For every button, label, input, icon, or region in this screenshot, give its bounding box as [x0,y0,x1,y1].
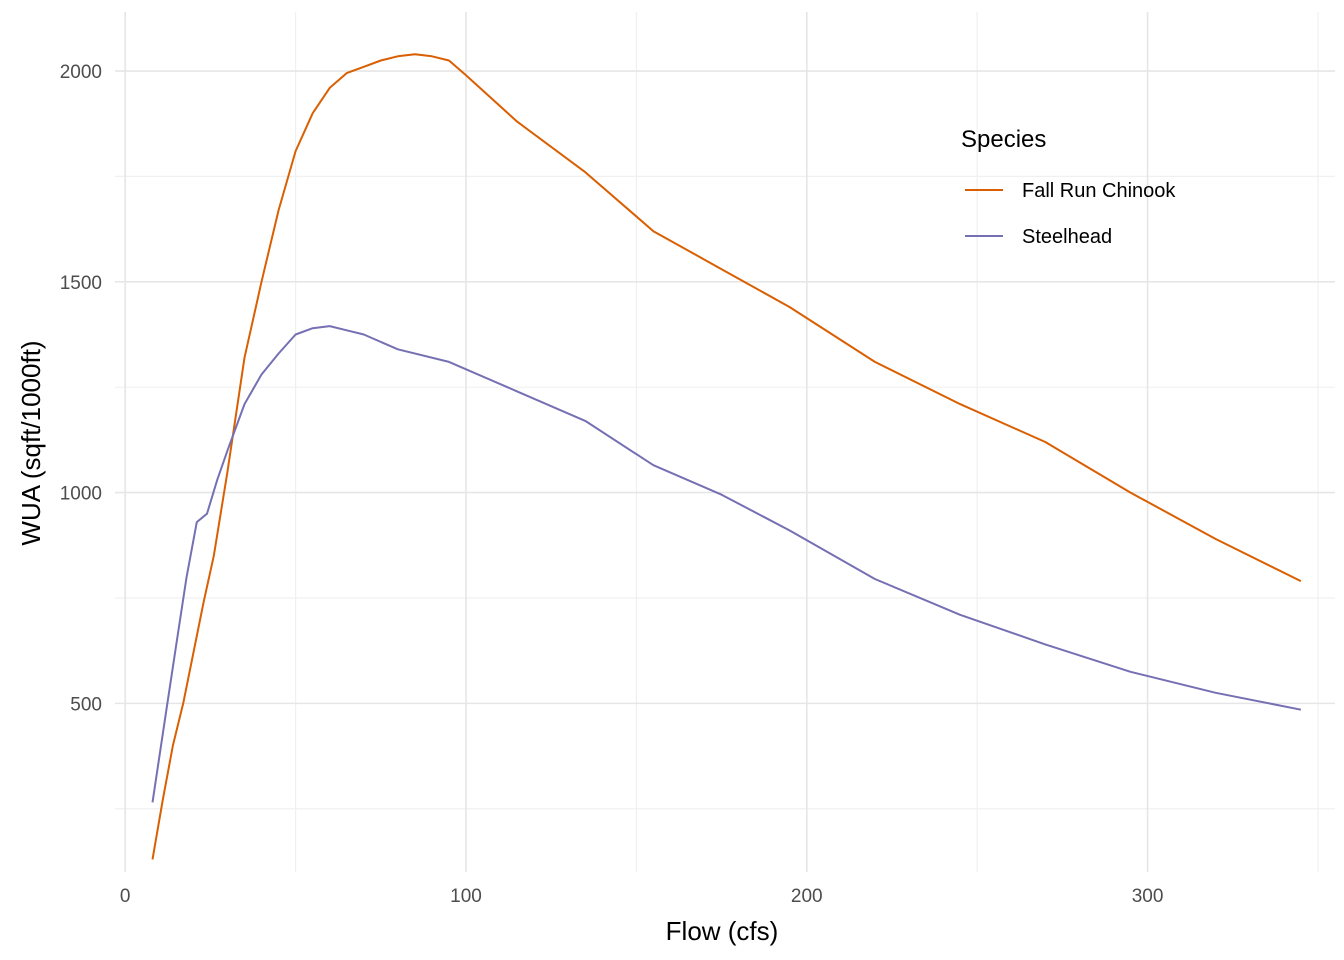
x-axis-title: Flow (cfs) [666,916,779,946]
y-axis-ticks: 500 1000 1500 2000 [60,62,102,715]
legend-label: Steelhead [1022,226,1112,248]
series-line-fall-run-chinook [151,53,1302,860]
series-lines [151,53,1302,860]
x-tick-label: 0 [120,886,131,907]
x-tick-label: 300 [1132,886,1164,907]
legend-item: Steelhead [965,226,1112,248]
legend-title: Species [961,126,1046,153]
minor-grid [115,12,1335,872]
legend-items: Fall Run Chinook Steelhead [965,180,1176,248]
x-tick-label: 200 [791,886,823,907]
y-tick-label: 1500 [60,273,102,294]
x-tick-label: 100 [450,886,482,907]
legend-label: Fall Run Chinook [1022,180,1176,202]
legend-item: Fall Run Chinook [965,180,1176,202]
y-tick-label: 2000 [60,62,102,83]
legend: Species Fall Run Chinook Steelhead [961,126,1176,248]
series-line-steelhead [151,325,1302,803]
y-axis-title: WUA (sqft/1000ft) [16,340,46,545]
y-tick-label: 1000 [60,484,102,505]
y-tick-label: 500 [70,694,102,715]
x-axis-ticks: 0 100 200 300 [120,886,1163,907]
